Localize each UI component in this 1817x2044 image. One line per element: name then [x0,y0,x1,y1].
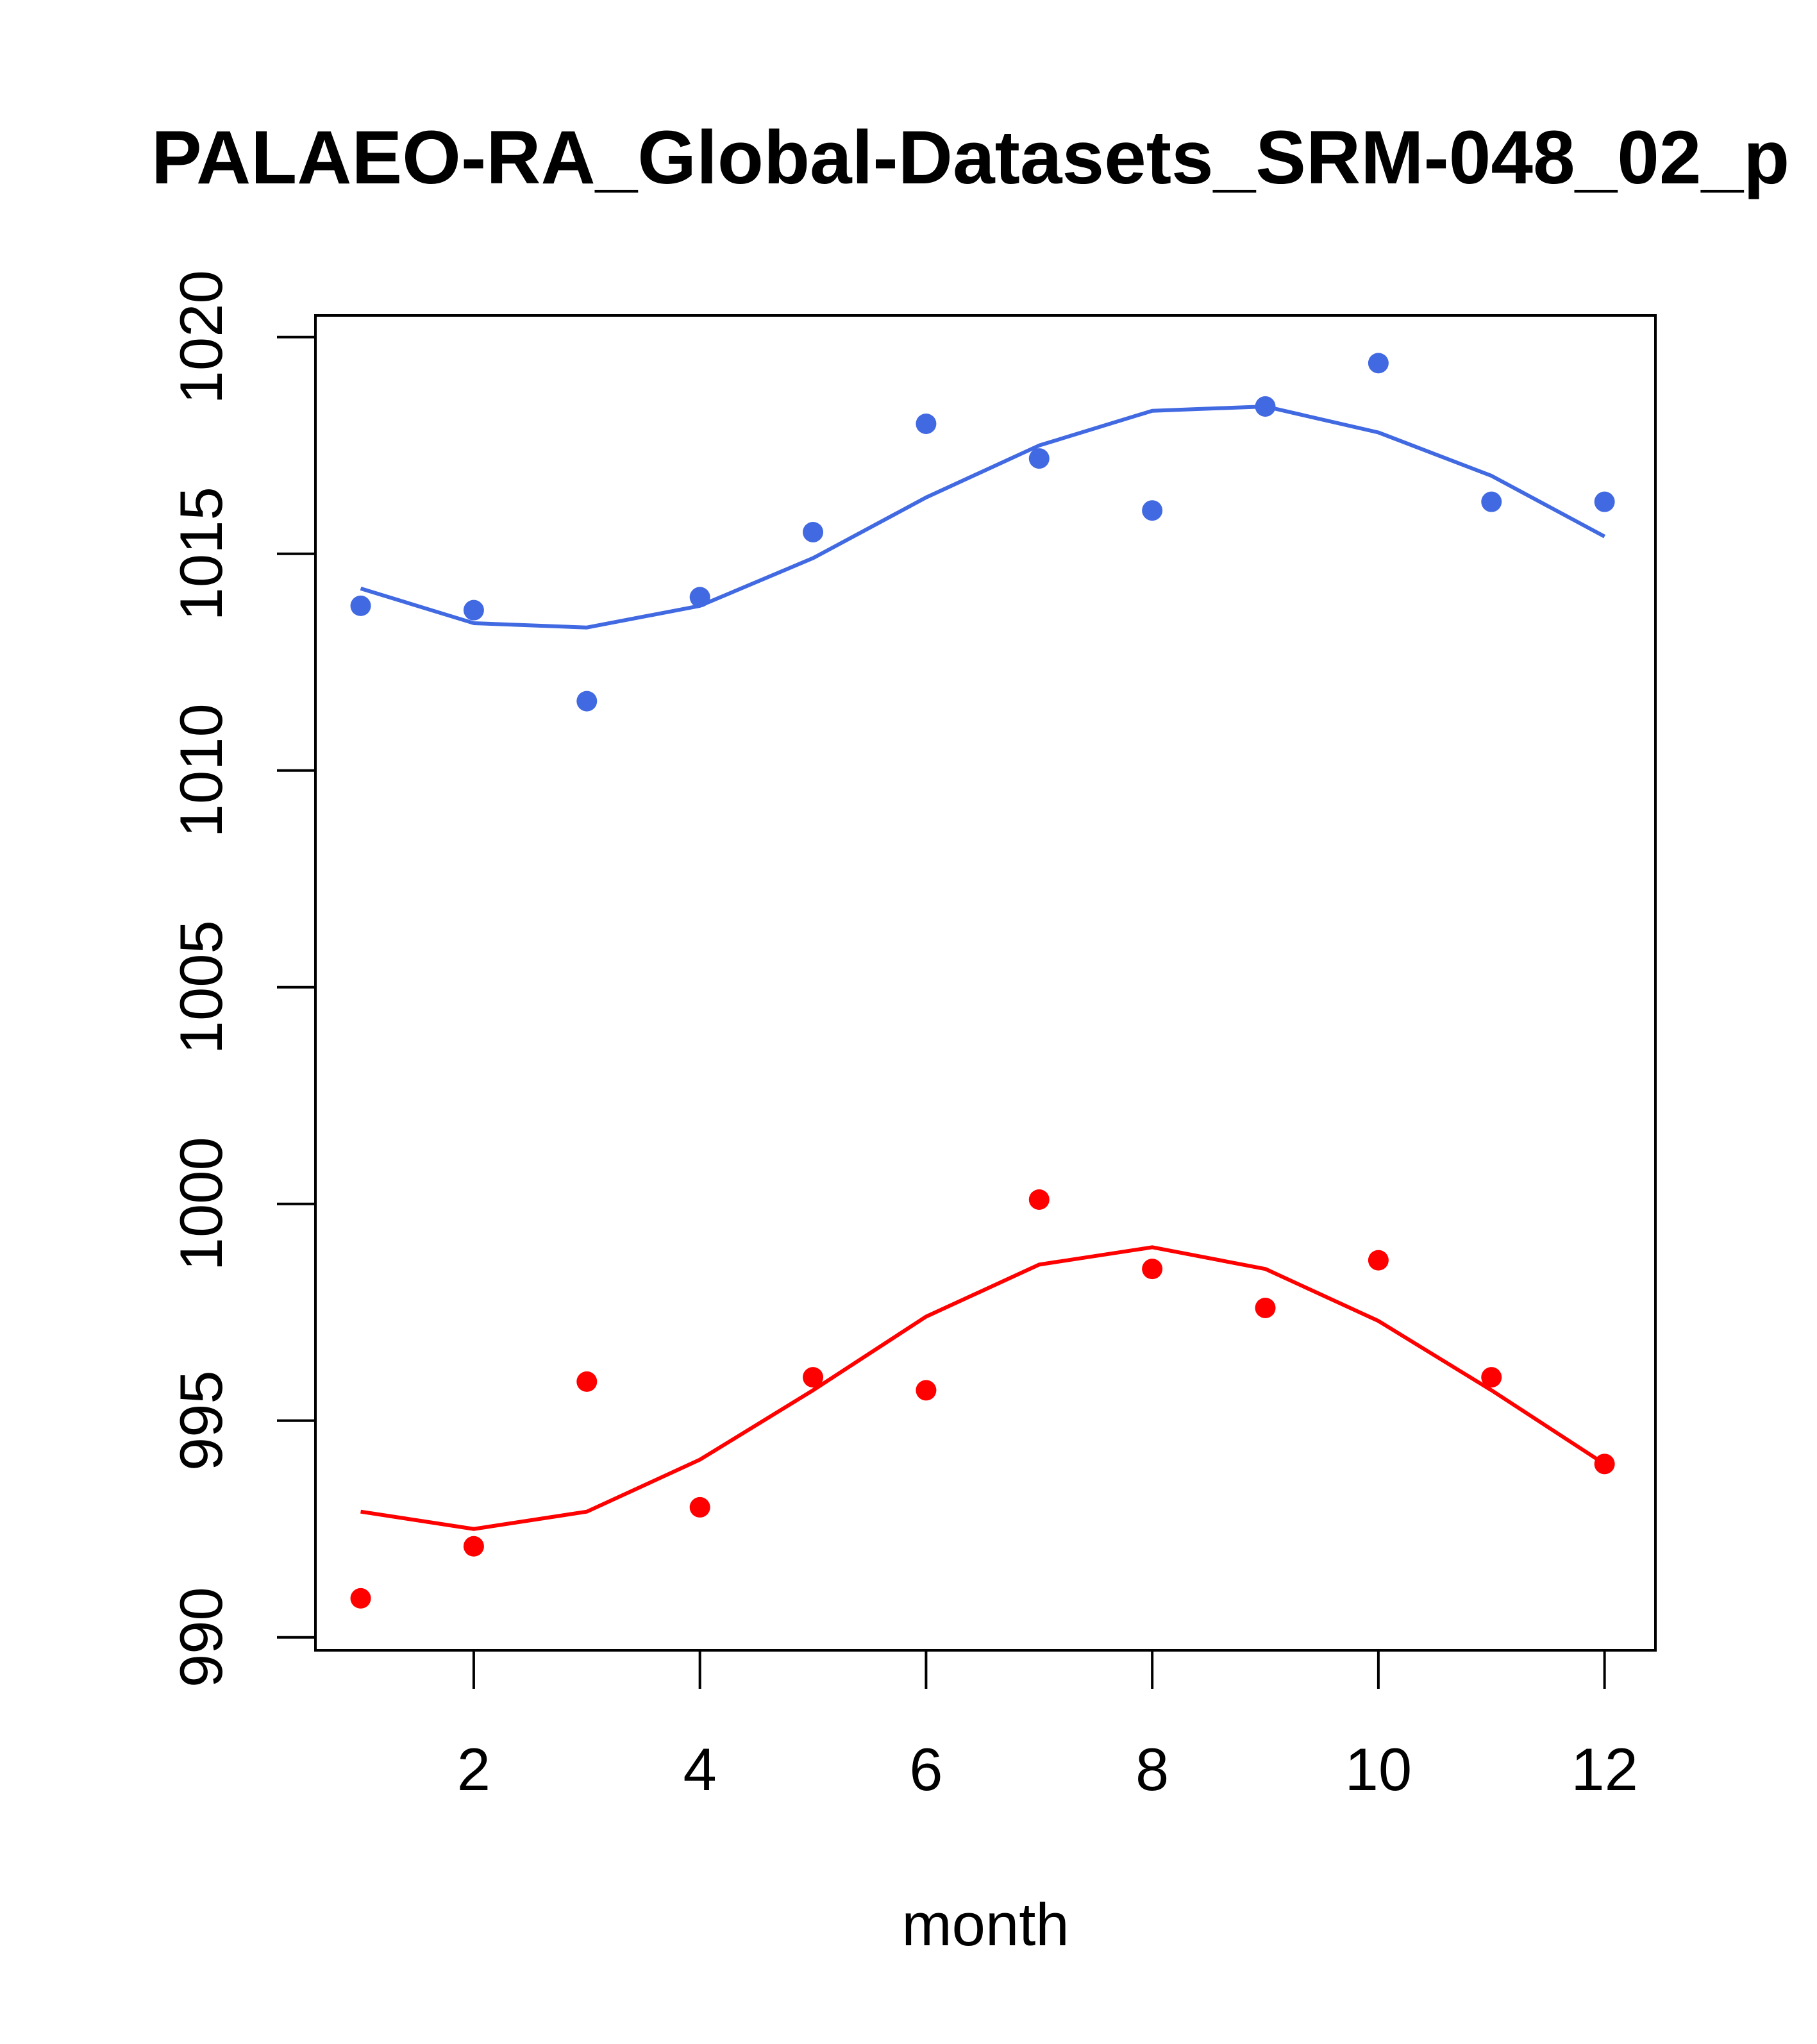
x-tick-label: 2 [457,1736,490,1803]
series-1-point [916,413,937,434]
series-1-point [1594,491,1615,512]
x-tick-label: 12 [1571,1736,1638,1803]
x-tick-label: 10 [1345,1736,1412,1803]
series-2-point [463,1536,484,1557]
series-2-point [350,1587,371,1609]
chart-title: PALAEO-RA_Global-Datasets_SRM-048_02_p [151,115,1789,200]
y-tick-label: 1000 [167,1137,235,1271]
series-1-point [803,521,824,542]
series-2-point [689,1496,710,1518]
series-1-point [576,691,598,712]
plot-frame [314,314,1657,1652]
series-2-point [1368,1250,1389,1271]
x-tick-label: 8 [1135,1736,1169,1803]
series-2-point [1481,1367,1502,1388]
series-1-point [1142,500,1163,521]
series-1-point [689,587,710,608]
series-2-point [803,1367,824,1388]
series-1-point [1028,448,1050,469]
y-tick-label: 1015 [167,487,235,621]
series-2-point [916,1380,937,1401]
x-axis: 2 4 6 8 10 12 [457,1649,1638,1803]
x-axis-label: month [901,1891,1069,1958]
series-1-point [350,595,371,616]
y-tick-label: 1010 [167,703,235,837]
x-tick-label: 4 [683,1736,717,1803]
y-tick-label: 1020 [167,270,235,404]
y-axis: 990 995 1000 1005 1010 1015 1020 [167,270,317,1688]
series-2-point [1594,1453,1615,1475]
series-layer [350,353,1615,1609]
series-2-point [1142,1259,1163,1280]
series-2-line [360,1245,1606,1531]
y-tick-label: 990 [167,1587,235,1688]
series-1-point [1481,491,1502,512]
y-tick-label: 995 [167,1370,235,1471]
series-2-point [1028,1189,1050,1210]
series-1-point [1255,396,1276,417]
series-1-point [463,599,484,621]
series-1-line [360,404,1606,630]
x-tick-label: 6 [909,1736,942,1803]
series-2-point [576,1371,598,1392]
y-tick-label: 1005 [167,920,235,1054]
series-1-point [1368,353,1389,374]
series-2-point [1255,1297,1276,1318]
